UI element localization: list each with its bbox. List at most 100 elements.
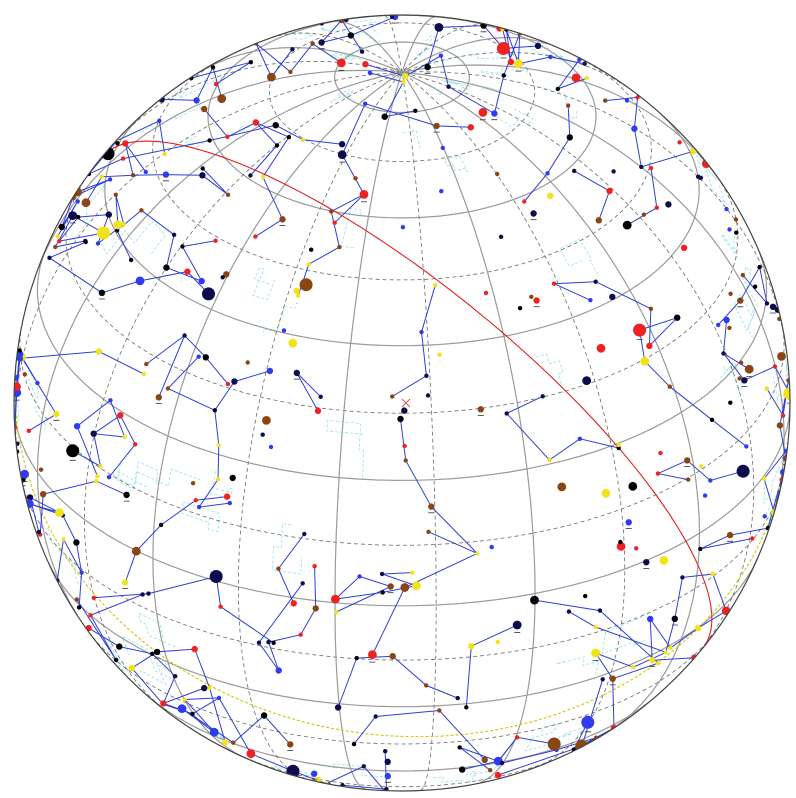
star-point[interactable] [424,683,429,688]
star-point[interactable] [762,514,767,519]
star-point[interactable] [225,381,231,387]
star-point[interactable] [298,632,303,637]
star-point[interactable] [216,695,222,701]
star-point[interactable] [671,615,678,622]
star-point[interactable] [272,122,279,129]
star-point[interactable] [122,140,129,147]
star-point[interactable] [640,356,650,366]
star-point[interactable] [648,165,654,171]
star-point[interactable] [248,173,253,178]
star-point[interactable] [708,478,713,483]
star-point[interactable] [231,740,236,745]
star-point[interactable] [116,643,123,650]
star-point[interactable] [530,210,537,217]
star-point[interactable] [91,595,97,600]
star-point[interactable] [177,704,187,713]
star-point[interactable] [202,354,209,361]
star-point[interactable] [654,205,659,210]
star-point[interactable] [16,355,24,362]
star-point[interactable] [66,444,80,458]
star-point[interactable] [312,564,317,569]
star-point[interactable] [494,771,502,779]
star-point[interactable] [496,42,510,55]
star-point[interactable] [780,413,786,418]
star-point[interactable] [647,615,654,623]
star-point[interactable] [95,348,103,355]
star-point[interactable] [55,234,60,239]
star-point[interactable] [481,756,488,763]
star-point[interactable] [193,97,200,104]
star-point[interactable] [191,645,198,653]
star-point[interactable] [588,298,593,303]
star-point[interactable] [690,148,697,155]
star-point[interactable] [76,214,81,220]
star-point[interactable] [135,276,145,286]
star-point[interactable] [57,238,62,244]
star-point[interactable] [710,571,715,577]
star-point[interactable] [501,73,506,78]
star-point[interactable] [734,230,739,235]
star-point[interactable] [397,415,404,423]
star-point[interactable] [495,639,500,645]
star-point[interactable] [726,531,734,539]
star-point[interactable] [437,352,442,357]
star-point[interactable] [512,620,522,630]
star-point[interactable] [584,76,589,81]
star-point[interactable] [113,657,119,663]
star-point[interactable] [40,491,47,498]
star-point[interactable] [359,49,365,54]
star-point[interactable] [113,220,123,230]
star-point[interactable] [663,650,668,655]
star-point[interactable] [22,372,27,377]
star-point[interactable] [764,386,770,391]
star-point[interactable] [426,529,431,534]
star-point[interactable] [262,416,271,425]
star-point[interactable] [400,583,410,592]
star-point[interactable] [128,257,134,263]
star-point[interactable] [591,648,600,658]
star-point[interactable] [402,443,407,449]
star-point[interactable] [334,704,342,711]
star-point[interactable] [514,735,520,740]
star-point[interactable] [309,247,314,252]
star-point[interactable] [81,198,91,208]
star-point[interactable] [299,278,313,292]
star-point[interactable] [373,714,378,719]
star-point[interactable] [624,98,630,103]
star-point[interactable] [123,491,130,499]
star-point[interactable] [267,72,276,82]
star-point[interactable] [581,715,595,729]
star-point[interactable] [433,283,438,288]
star-point[interactable] [88,613,93,618]
star-point[interactable] [260,712,268,719]
star-point[interactable] [332,220,337,225]
star-point[interactable] [201,105,208,113]
star-point[interactable] [140,592,145,597]
star-point[interactable] [752,284,758,289]
star-point[interactable] [163,264,170,271]
star-point[interactable] [90,430,97,437]
star-point[interactable] [252,119,260,126]
star-point[interactable] [699,464,704,469]
star-point[interactable] [517,306,523,311]
star-point[interactable] [467,124,474,131]
star-point[interactable] [153,648,161,656]
star-point[interactable] [744,364,754,374]
star-point[interactable] [121,222,127,227]
star-point[interactable] [721,351,726,356]
star-point[interactable] [318,39,325,46]
star-point[interactable] [106,475,112,480]
star-point[interactable] [281,328,287,333]
star-point[interactable] [433,122,440,130]
star-point[interactable] [260,174,266,180]
star-point[interactable] [631,125,638,132]
star-point[interactable] [648,306,654,311]
star-point[interactable] [761,476,767,481]
star-point[interactable] [716,322,721,328]
star-point[interactable] [128,664,135,672]
star-point[interactable] [403,458,408,463]
star-point[interactable] [776,422,784,429]
star-point[interactable] [141,371,146,377]
star-point[interactable] [727,325,732,331]
